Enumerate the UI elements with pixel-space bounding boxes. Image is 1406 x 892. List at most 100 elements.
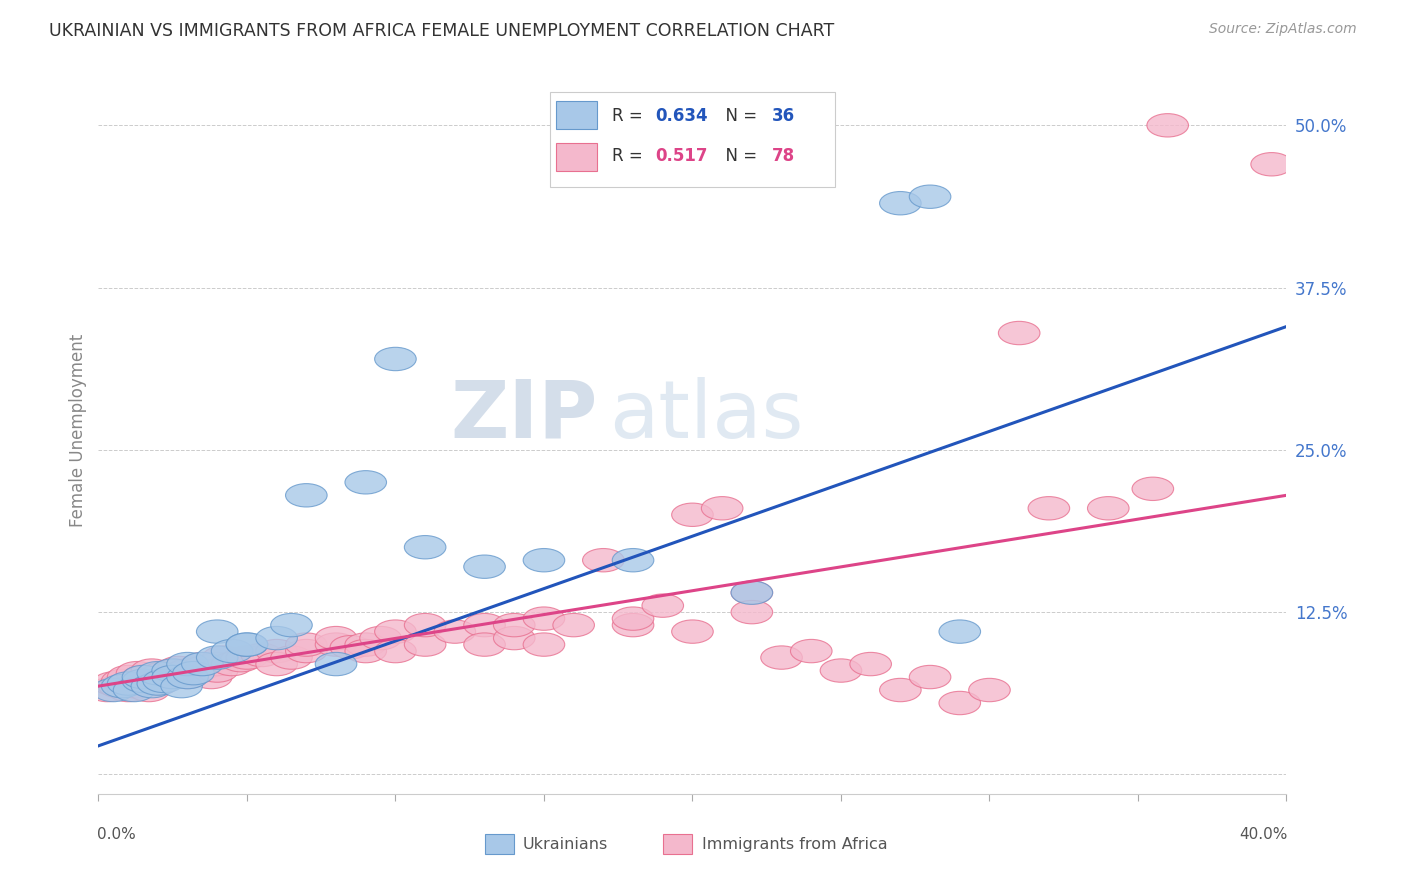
Text: R =: R =: [612, 147, 648, 165]
Ellipse shape: [128, 678, 170, 702]
Ellipse shape: [136, 672, 179, 695]
FancyBboxPatch shape: [550, 93, 835, 186]
Text: ZIP: ZIP: [450, 376, 598, 455]
Text: atlas: atlas: [609, 376, 804, 455]
Ellipse shape: [374, 620, 416, 643]
Ellipse shape: [136, 665, 179, 689]
Ellipse shape: [256, 626, 298, 649]
Ellipse shape: [761, 646, 803, 669]
Ellipse shape: [731, 581, 773, 605]
Ellipse shape: [790, 640, 832, 663]
Ellipse shape: [405, 614, 446, 637]
Ellipse shape: [910, 185, 950, 209]
Text: N =: N =: [716, 147, 762, 165]
Text: Source: ZipAtlas.com: Source: ZipAtlas.com: [1209, 22, 1357, 37]
Ellipse shape: [731, 581, 773, 605]
Ellipse shape: [643, 594, 683, 617]
Ellipse shape: [114, 678, 155, 702]
Ellipse shape: [211, 640, 253, 663]
Ellipse shape: [344, 640, 387, 663]
Ellipse shape: [167, 665, 208, 689]
Ellipse shape: [211, 652, 253, 676]
Ellipse shape: [197, 652, 238, 676]
Text: 0.517: 0.517: [655, 147, 709, 165]
Text: 36: 36: [772, 107, 796, 125]
Ellipse shape: [122, 665, 163, 689]
Text: Immigrants from Africa: Immigrants from Africa: [702, 838, 887, 852]
Ellipse shape: [107, 665, 149, 689]
Ellipse shape: [998, 321, 1040, 344]
Ellipse shape: [122, 665, 163, 689]
Ellipse shape: [582, 549, 624, 572]
Ellipse shape: [330, 635, 371, 659]
Ellipse shape: [1251, 153, 1292, 176]
Ellipse shape: [98, 674, 141, 698]
Ellipse shape: [523, 633, 565, 657]
Ellipse shape: [702, 497, 742, 520]
Ellipse shape: [136, 662, 179, 685]
Ellipse shape: [87, 678, 128, 702]
Ellipse shape: [315, 652, 357, 676]
Ellipse shape: [880, 678, 921, 702]
Ellipse shape: [285, 633, 328, 657]
Text: 78: 78: [772, 147, 796, 165]
Text: 40.0%: 40.0%: [1239, 827, 1288, 841]
Ellipse shape: [434, 620, 475, 643]
Ellipse shape: [672, 620, 713, 643]
Ellipse shape: [1132, 477, 1174, 500]
Ellipse shape: [256, 652, 298, 676]
FancyBboxPatch shape: [662, 834, 692, 855]
Ellipse shape: [969, 678, 1011, 702]
Ellipse shape: [181, 652, 224, 676]
Text: R =: R =: [612, 107, 648, 125]
Ellipse shape: [143, 662, 184, 685]
Ellipse shape: [612, 614, 654, 637]
Ellipse shape: [1028, 497, 1070, 520]
Ellipse shape: [256, 640, 298, 663]
Ellipse shape: [101, 674, 143, 698]
Ellipse shape: [107, 672, 149, 695]
Ellipse shape: [820, 659, 862, 682]
Ellipse shape: [464, 555, 505, 578]
Ellipse shape: [464, 614, 505, 637]
Ellipse shape: [271, 614, 312, 637]
Text: 0.0%: 0.0%: [97, 827, 136, 841]
Ellipse shape: [315, 633, 357, 657]
Ellipse shape: [344, 471, 387, 494]
Ellipse shape: [523, 549, 565, 572]
Ellipse shape: [880, 192, 921, 215]
Ellipse shape: [271, 646, 312, 669]
Text: N =: N =: [716, 107, 762, 125]
Ellipse shape: [157, 657, 200, 680]
Ellipse shape: [122, 669, 163, 692]
Text: 0.634: 0.634: [655, 107, 709, 125]
Ellipse shape: [197, 659, 238, 682]
Ellipse shape: [405, 633, 446, 657]
Text: Ukrainians: Ukrainians: [523, 838, 607, 852]
Ellipse shape: [167, 659, 208, 682]
Ellipse shape: [285, 640, 328, 663]
Ellipse shape: [152, 659, 194, 682]
Ellipse shape: [181, 652, 224, 676]
Ellipse shape: [152, 659, 194, 682]
Ellipse shape: [1087, 497, 1129, 520]
Ellipse shape: [553, 614, 595, 637]
FancyBboxPatch shape: [485, 834, 515, 855]
Ellipse shape: [939, 691, 980, 714]
Ellipse shape: [849, 652, 891, 676]
Ellipse shape: [181, 657, 224, 680]
Ellipse shape: [226, 633, 267, 657]
Ellipse shape: [612, 607, 654, 631]
Ellipse shape: [464, 633, 505, 657]
Ellipse shape: [315, 626, 357, 649]
Ellipse shape: [344, 633, 387, 657]
Ellipse shape: [240, 643, 283, 666]
Ellipse shape: [131, 659, 173, 682]
Ellipse shape: [910, 665, 950, 689]
Ellipse shape: [226, 633, 267, 657]
Ellipse shape: [731, 600, 773, 624]
Ellipse shape: [190, 665, 232, 689]
Ellipse shape: [107, 678, 149, 702]
Ellipse shape: [136, 672, 179, 695]
Ellipse shape: [173, 662, 214, 685]
